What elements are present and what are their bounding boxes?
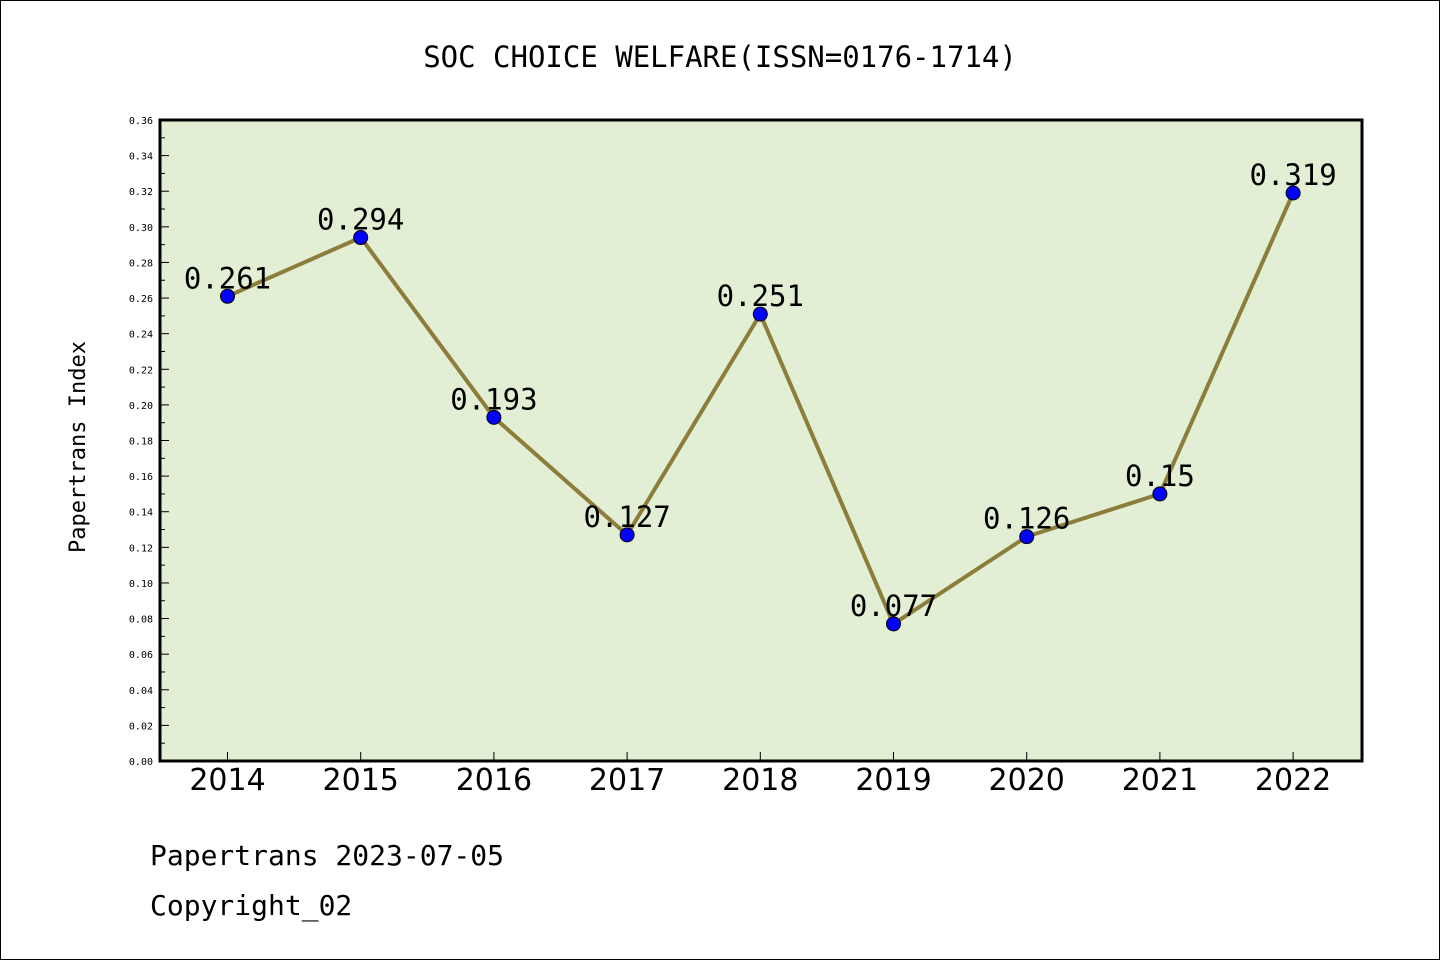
footer-date: Papertrans 2023-07-05 [150,839,504,872]
data-point [353,230,369,246]
footer-copyright: Copyright_02 [150,889,352,923]
series-markers [220,185,1301,632]
y-tick-label: 0.28 [129,258,153,269]
x-tick-label: 2018 [722,763,798,798]
plot-border [158,118,1364,763]
x-tick-label: 2021 [1122,763,1198,798]
data-point [752,306,768,322]
data-point [1285,185,1301,201]
x-tick-label: 2017 [589,763,665,798]
y-tick-label: 0.10 [129,579,153,590]
data-point [486,409,502,425]
y-tick-label: 0.34 [129,152,153,163]
data-point [1019,529,1035,545]
x-tick-label: 2014 [189,763,265,798]
data-label: 0.294 [317,203,404,237]
y-tick-label: 0.04 [129,686,153,697]
data-point [886,616,901,632]
y-axis-label: Papertrans Index [66,341,91,553]
y-tick-label: 0.12 [129,543,153,554]
y-tick-label: 0.08 [129,615,153,626]
y-tick-label: 0.30 [129,223,153,234]
data-label: 0.15 [1125,459,1195,493]
data-label: 0.261 [184,261,271,295]
y-tick-label: 0.26 [129,294,153,305]
y-tick-label: 0.22 [129,365,153,376]
data-label: 0.127 [583,500,670,534]
data-label: 0.251 [717,279,804,313]
x-tick-label: 2020 [989,763,1065,798]
x-tick-label: 2016 [456,763,532,798]
data-point [220,288,235,304]
data-label: 0.077 [850,589,937,623]
chart-title: SOC CHOICE WELFARE(ISSN=0176-1714) [423,40,1017,74]
y-tick-label: 0.02 [129,721,153,732]
y-tick-label: 0.16 [129,472,153,483]
y-tick-label: 0.14 [129,508,153,519]
y-tick-label: 0.24 [129,330,153,341]
data-point [1152,486,1168,502]
x-tick-label: 2022 [1255,763,1331,798]
y-tick-label: 0.36 [129,116,153,127]
data-point [619,527,635,543]
data-label: 0.193 [450,382,537,416]
y-tick-label: 0.20 [129,401,153,412]
y-tick-label: 0.06 [129,650,153,661]
plot-area [160,120,1362,761]
x-tick-label: 2019 [855,763,931,798]
y-tick-label: 0.18 [129,437,153,448]
x-tick-label: 2015 [323,763,399,798]
data-label: 0.126 [983,502,1070,536]
data-label: 0.319 [1249,158,1336,192]
data-labels: 0.261 0.294 0.193 0.127 0.251 0.077 0.126 0.15 0… [184,158,1337,623]
x-axis-ticks: 2014 2015 2016 2017 2018 2019 2020 2021 2022 [189,752,1331,798]
y-tick-label: 0.00 [129,757,153,768]
y-tick-label: 0.32 [129,187,153,198]
